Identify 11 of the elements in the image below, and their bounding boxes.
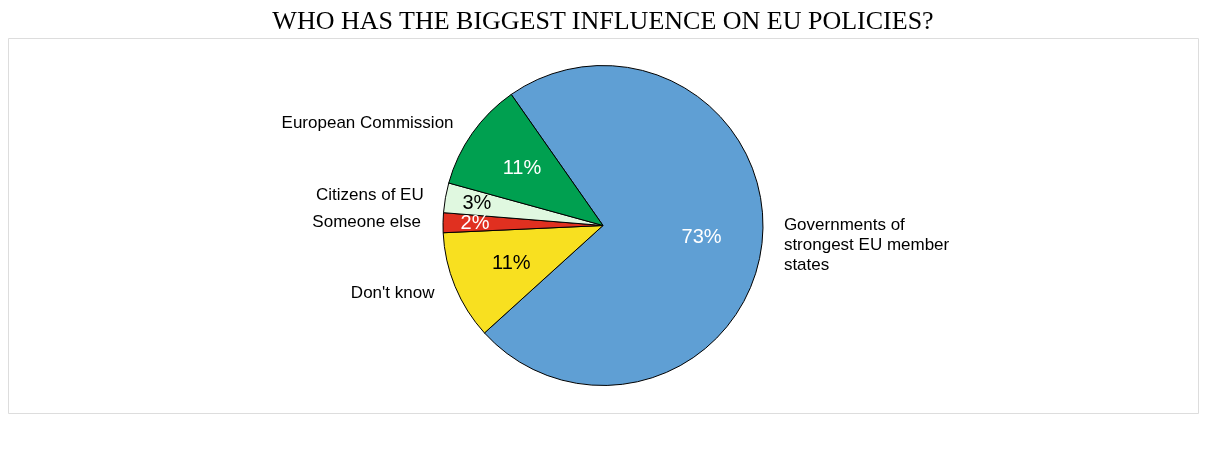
chart-title: WHO HAS THE BIGGEST INFLUENCE ON EU POLICIES? [272, 6, 934, 35]
data-label: 11% [502, 156, 542, 179]
slice-label: Someone else [312, 212, 422, 232]
slice-label: Don't know [350, 283, 436, 303]
data-label: 3% [462, 191, 492, 214]
slice-label: European Commission [281, 112, 454, 132]
data-label: 11% [492, 251, 531, 274]
data-label: 2% [460, 211, 490, 234]
slice-label: Citizens of EU [316, 184, 424, 204]
data-label: 73% [681, 224, 722, 247]
slice-label: Governments of strongest EU member states [783, 215, 950, 275]
